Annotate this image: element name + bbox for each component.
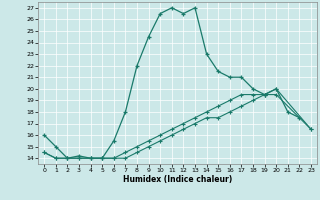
X-axis label: Humidex (Indice chaleur): Humidex (Indice chaleur) xyxy=(123,175,232,184)
